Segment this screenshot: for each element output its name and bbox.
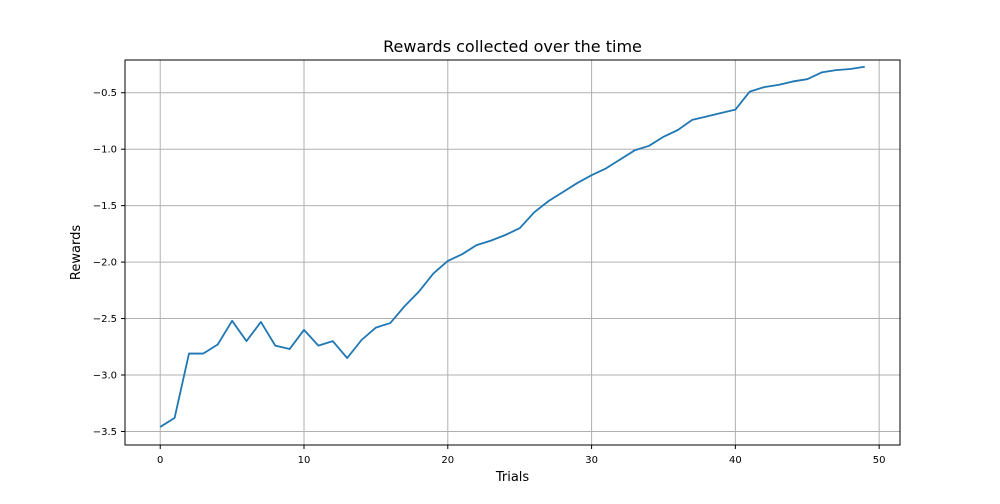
y-tick-label: −3.5 [93,427,117,438]
x-tick-label: 10 [298,455,311,466]
chart-title: Rewards collected over the time [383,37,642,56]
y-tick-label: −1.0 [93,145,117,156]
y-tick-label: −0.5 [93,88,117,99]
axis-ticks: 0 10 20 30 40 50 −3.5 −3.0 −2.5 −2.0 −1.5 −1.0 −0.5 [93,88,886,466]
grid-lines [125,60,900,445]
y-axis-label: Rewards [69,225,84,280]
x-tick-label: 20 [441,455,454,466]
x-tick-label: 30 [585,455,598,466]
x-tick-label: 50 [873,455,886,466]
y-tick-label: −3.0 [93,371,117,382]
plot-area-frame [124,59,901,446]
series-layer [159,65,865,428]
y-tick-label: −1.5 [93,201,117,212]
y-tick-label: −2.0 [93,258,117,269]
x-axis-label: Trials [495,470,530,485]
rewards-series-line [159,65,865,428]
x-tick-label: 40 [729,455,742,466]
x-tick-label: 0 [157,455,163,466]
y-tick-label: −2.5 [93,314,117,325]
